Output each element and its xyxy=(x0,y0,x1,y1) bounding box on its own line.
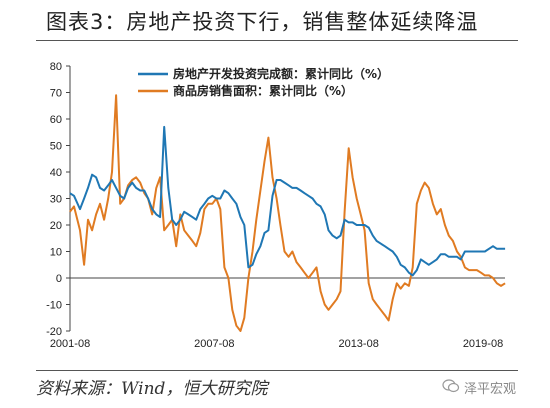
series-line-investment xyxy=(69,125,506,277)
y-tick-label: 20 xyxy=(50,220,62,232)
footer-divider xyxy=(36,370,518,371)
y-tick-label: 0 xyxy=(56,273,62,285)
x-tick-label: 2001-08 xyxy=(50,338,90,350)
y-tick-label: 70 xyxy=(50,88,62,100)
y-tick-label: 40 xyxy=(50,167,62,179)
x-ticks: 2001-08 2007-08 2013-08 2019-08 xyxy=(50,338,503,350)
y-tick-label: 60 xyxy=(50,114,62,126)
title-bar: 图表3：房地产投资下行，销售整体延续降温 xyxy=(0,0,550,42)
y-tick-label: -20 xyxy=(46,326,62,338)
watermark: 泽平宏观 xyxy=(464,382,517,397)
series-line-sales xyxy=(69,94,506,332)
wechat-icon xyxy=(442,379,460,393)
chart-title: 图表3：房地产投资下行，销售整体延续降温 xyxy=(46,10,479,34)
series-layer xyxy=(69,94,506,332)
legend: 房地产开发投资完成额：累计同比（%） 商品房销售面积：累计同比（%） xyxy=(138,66,389,98)
y-tick-label: 30 xyxy=(50,194,62,206)
y-tick-label: 50 xyxy=(50,141,62,153)
y-tick-label: 80 xyxy=(50,61,62,73)
x-tick-label: 2007-08 xyxy=(194,338,234,350)
source-note: 资料来源：Wind，恒大研究院 xyxy=(36,379,268,399)
x-tick-label: 2013-08 xyxy=(338,338,378,350)
title-divider xyxy=(36,40,518,41)
legend-label: 商品房销售面积：累计同比（%） xyxy=(173,83,353,98)
legend-label: 房地产开发投资完成额：累计同比（%） xyxy=(173,66,389,81)
y-tick-label: 10 xyxy=(50,247,62,259)
x-tick-label: 2019-08 xyxy=(463,338,503,350)
y-ticks: -20 -10 0 10 20 30 40 50 60 70 80 xyxy=(46,61,70,338)
y-tick-label: -10 xyxy=(46,300,62,312)
